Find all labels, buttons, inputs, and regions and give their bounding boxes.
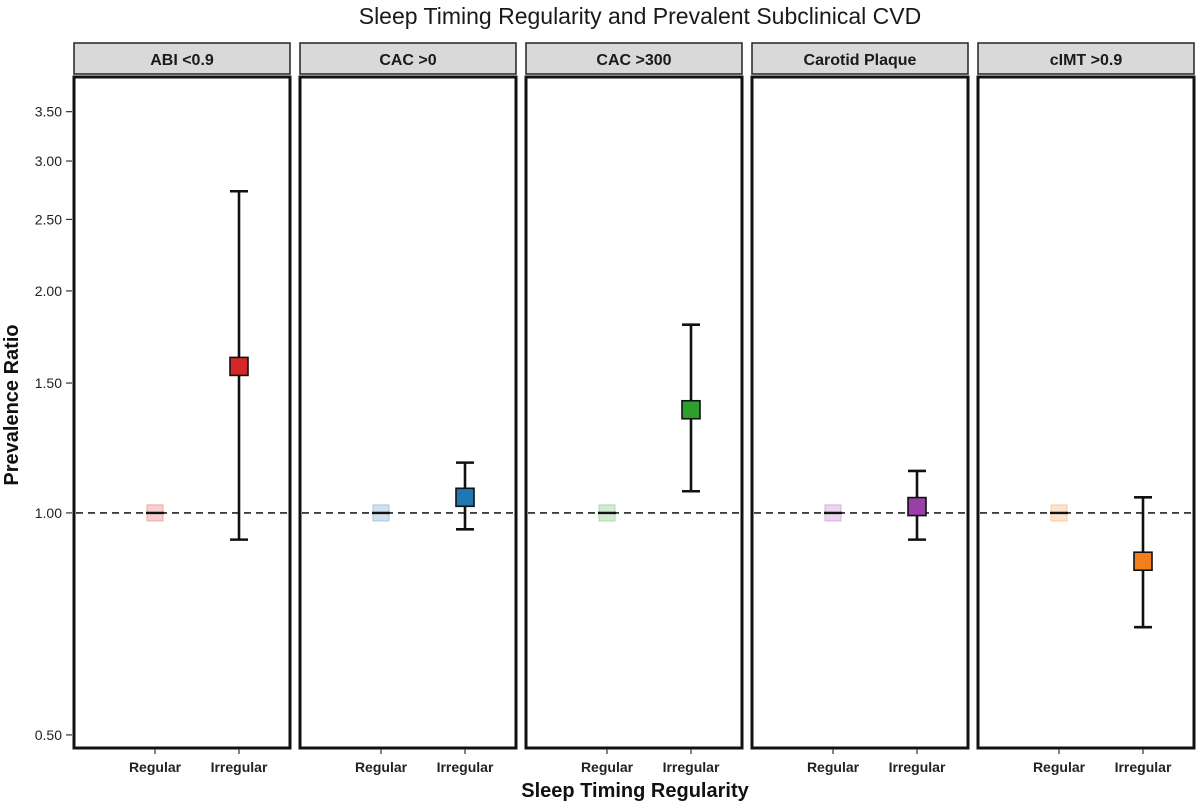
estimate-point [681,399,701,420]
y-tick-label: 0.50 [35,727,62,743]
panel-border [72,75,292,750]
estimate-point [907,496,927,517]
facet-panel: cIMT >0.9 Regular Irregular [976,42,1196,775]
x-axis-title: Sleep Timing Regularity [521,780,749,802]
panel-border [976,75,1196,750]
facet-strip [751,42,969,75]
y-tick-label: 2.00 [35,283,62,299]
facet-strip-label: cIMT >0.9 [1050,52,1123,69]
estimate-point [1133,551,1153,572]
panel-border [524,75,744,750]
estimate-point [455,487,475,508]
facet-panel: Carotid Plaque Regular Irregular [750,42,970,775]
panel-border [750,75,970,750]
facet-strip [299,42,517,75]
x-tick-label: Regular [355,759,408,775]
y-axis: 0.50 1.00 1.50 2.00 2.50 3.00 3.50 [35,104,72,743]
y-axis-title: Prevalence Ratio [1,324,23,485]
x-tick-label: Regular [581,759,634,775]
panel-border [298,75,518,750]
y-tick-label: 1.00 [35,505,62,521]
facet-strip-label: ABI <0.9 [150,52,214,69]
x-tick-label: Irregular [1115,759,1172,775]
y-tick-label: 3.00 [35,153,62,169]
x-tick-label: Irregular [437,759,494,775]
y-tick-label: 2.50 [35,211,62,227]
estimate-point [229,356,249,377]
y-tick-label: 1.50 [35,375,62,391]
x-tick-label: Regular [807,759,860,775]
y-tick-label: 3.50 [35,104,62,120]
x-tick-label: Irregular [889,759,946,775]
facet-strip [525,42,743,75]
chart-title: Sleep Timing Regularity and Prevalent Su… [359,3,922,29]
facet-panel: CAC >300 Regular Irregular [524,42,744,775]
x-tick-label: Regular [129,759,182,775]
facet-panel: CAC >0 Regular Irregular [298,42,518,775]
facet-strip-label: CAC >300 [596,52,671,69]
x-tick-label: Regular [1033,759,1086,775]
facet-strip [73,42,291,75]
facet-strip [977,42,1195,75]
panels-layer: ABI <0.9 Regular Irregular CAC >0 Regular Irr… [72,42,1196,775]
facet-panel: ABI <0.9 Regular Irregular [72,42,292,775]
facet-strip-label: CAC >0 [379,52,436,69]
x-tick-label: Irregular [663,759,720,775]
x-tick-label: Irregular [211,759,268,775]
facet-strip-label: Carotid Plaque [804,52,917,69]
